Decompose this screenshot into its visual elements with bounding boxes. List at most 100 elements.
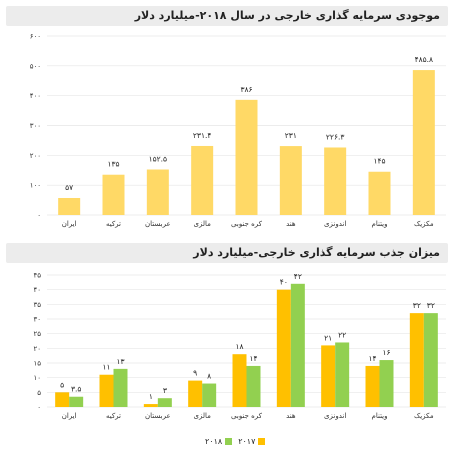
x-tick-label: ترکیه: [106, 220, 121, 228]
y-tick-label: ۳۵: [33, 301, 41, 309]
data-label: ۱۳: [116, 357, 124, 366]
x-tick-label: ایران: [62, 412, 77, 420]
data-label: ۱۴۵: [373, 157, 385, 166]
x-tick-label: ویتنام: [371, 220, 387, 228]
data-label: ۸: [207, 372, 211, 381]
bar-۲۰۱۷: [99, 374, 114, 407]
y-tick-label: ۳۰: [33, 316, 41, 324]
bar: [102, 174, 125, 215]
data-label: ۳۲: [413, 301, 421, 310]
bar-۲۰۱۷: [232, 354, 247, 407]
bar-۲۰۱۸: [335, 342, 350, 407]
bar: [324, 147, 347, 215]
data-label: ۳.۵: [71, 385, 81, 394]
data-label: ۲۳۱.۴: [193, 131, 212, 140]
legend-item-2018: ۲۰۱۸: [205, 436, 233, 446]
bar-۲۰۱۸: [290, 283, 305, 407]
data-label: ۹: [193, 369, 197, 378]
y-tick-label: ۳۰۰: [30, 122, 41, 130]
y-tick-label: ۴۵: [33, 272, 41, 280]
bar-۲۰۱۸: [423, 313, 438, 407]
y-tick-label: ۴۰۰: [30, 92, 41, 100]
data-label: ۱۴: [249, 354, 257, 363]
y-tick-label: ۲۰۰: [30, 152, 41, 160]
bar-۲۰۱۷: [188, 380, 203, 407]
y-tick-label: ۱۰: [33, 374, 41, 382]
x-tick-label: عربستان: [145, 412, 171, 420]
data-label: ۱۶: [382, 348, 390, 357]
legend-swatch-2017: [258, 437, 266, 445]
data-label: ۵: [60, 380, 64, 389]
data-label: ۲۲۶.۳: [326, 132, 345, 141]
chart2-legend: ۲۰۱۸ ۲۰۱۷: [205, 434, 266, 448]
data-label: ۳: [163, 386, 167, 395]
bar: [58, 197, 81, 215]
bar-۲۰۱۸: [379, 360, 394, 407]
data-label: ۱: [149, 392, 153, 401]
y-tick-label: ۱۰۰: [30, 182, 41, 190]
y-tick-label: ۵۰۰: [30, 62, 41, 70]
chart1-plot: ۰ ۱۰۰ ۲۰۰ ۳۰۰ ۴۰۰ ۵۰۰ ۶۰۰ ایران ترکیه عربستان مالز…: [30, 33, 446, 228]
data-label: ۳۸۶: [240, 85, 252, 94]
data-label: ۱۳۵: [107, 160, 119, 169]
bar-۲۰۱۷: [365, 365, 380, 407]
x-tick-label: هند: [286, 412, 296, 420]
bar: [279, 146, 302, 215]
x-tick-label: ایران: [62, 220, 77, 228]
x-tick-label: ترکیه: [106, 412, 121, 420]
y-tick-label: ۴۰: [33, 286, 41, 294]
y-tick-label: ۲۵: [33, 330, 41, 338]
bar: [235, 99, 258, 215]
x-tick-label: مالزی: [193, 220, 211, 228]
x-tick-label: اندونزی: [324, 220, 346, 228]
bar: [368, 171, 391, 215]
bar-۲۰۱۷: [143, 404, 158, 407]
data-label: ۲۲: [338, 330, 346, 339]
x-tick-label: ویتنام: [371, 412, 387, 420]
y-tick-label: ۵: [37, 389, 41, 397]
x-tick-label: کره جنوبی: [231, 412, 263, 420]
data-label: ۱۵۲.۵: [149, 155, 168, 164]
x-tick-label: اندونزی: [324, 412, 346, 420]
chart2-title: میزان جذب سرمایه گذاری خارجی-میلیارد دلا…: [6, 243, 448, 263]
bar-۲۰۱۷: [321, 345, 336, 407]
data-label: ۱۴: [368, 354, 376, 363]
data-label: ۲۳۱: [285, 131, 297, 140]
data-label: ۱۱: [102, 363, 110, 372]
bar-۲۰۱۷: [276, 289, 291, 407]
legend-swatch-2018: [225, 437, 233, 445]
data-label: ۳۲: [427, 301, 435, 310]
y-tick-label: ۶۰۰: [30, 33, 41, 41]
y-tick-label: ۲۰: [33, 345, 41, 353]
x-tick-label: مالزی: [193, 412, 211, 420]
x-tick-label: مکزیک: [414, 220, 434, 228]
data-label: ۵۷: [65, 183, 73, 192]
bar-۲۰۱۸: [69, 396, 84, 407]
data-label: ۴۰: [280, 278, 288, 287]
x-tick-label: کره جنوبی: [231, 220, 263, 228]
y-tick-label: ۰: [37, 404, 41, 412]
bar-۲۰۱۸: [202, 383, 217, 407]
bar: [412, 70, 435, 215]
bar-۲۰۱۸: [246, 365, 261, 407]
y-tick-label: ۰: [37, 212, 41, 220]
legend-label-2017: ۲۰۱۷: [238, 436, 256, 446]
x-tick-label: عربستان: [145, 220, 171, 228]
data-label: ۲۱: [324, 333, 332, 342]
bar-۲۰۱۷: [409, 313, 424, 407]
bar: [191, 145, 214, 215]
data-label: ۴۸۵.۸: [415, 55, 434, 64]
chart1-title: موجودی سرمایه گذاری خارجی در سال ۲۰۱۸-می…: [6, 6, 448, 26]
x-tick-label: هند: [286, 220, 296, 228]
data-label: ۱۸: [235, 342, 243, 351]
data-label: ۴۲: [294, 272, 302, 281]
legend-item-2017: ۲۰۱۷: [238, 436, 266, 446]
legend-label-2018: ۲۰۱۸: [205, 436, 223, 446]
y-tick-label: ۱۵: [33, 360, 41, 368]
bar-۲۰۱۸: [113, 368, 128, 407]
bar-۲۰۱۸: [157, 398, 172, 407]
bar: [146, 169, 169, 215]
bar-۲۰۱۷: [55, 392, 70, 407]
x-tick-label: مکزیک: [414, 412, 434, 420]
